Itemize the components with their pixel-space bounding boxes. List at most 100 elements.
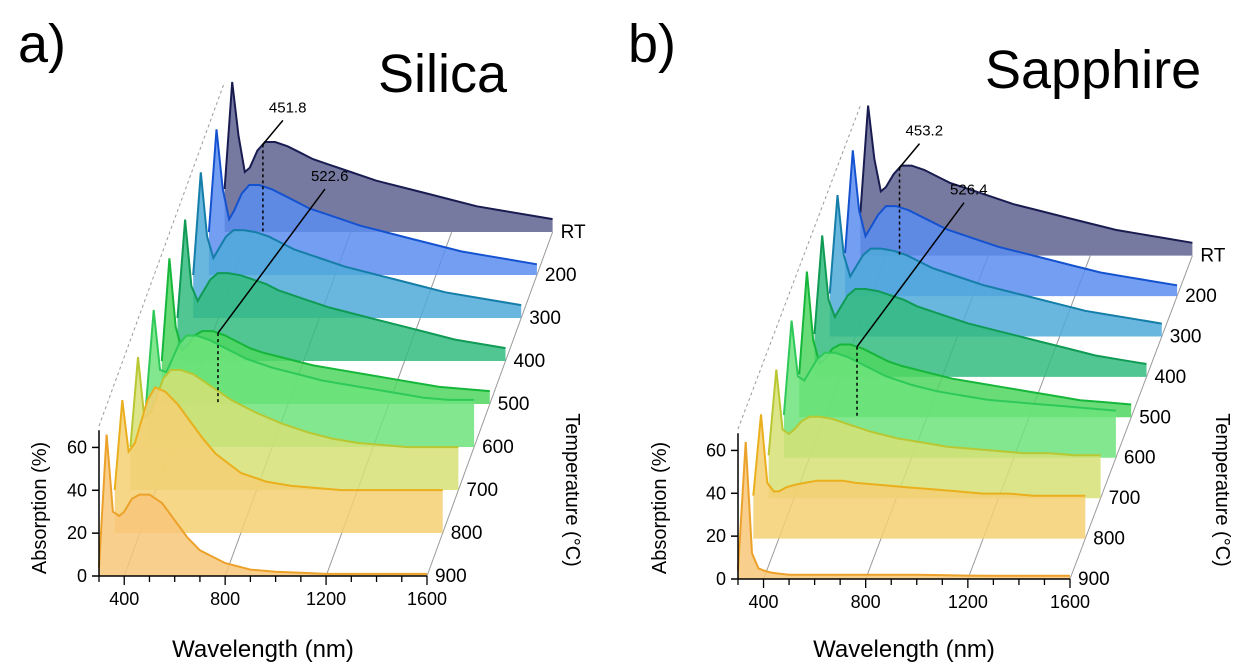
panel-label: b) bbox=[628, 14, 676, 74]
z-axis-label: Temperature (°C) bbox=[1211, 413, 1233, 567]
y-tick-label: 0 bbox=[77, 566, 87, 586]
panel-label: a) bbox=[18, 14, 66, 74]
series-area bbox=[208, 129, 537, 275]
series-line bbox=[113, 386, 443, 492]
temperature-label: 900 bbox=[1078, 569, 1110, 590]
y-tick-label: 20 bbox=[67, 523, 87, 543]
series-area bbox=[224, 82, 553, 232]
series-area bbox=[814, 235, 1147, 377]
series-400: 400 bbox=[813, 235, 1187, 388]
series-RT: RT bbox=[223, 81, 586, 243]
series-400: 400 bbox=[176, 219, 546, 372]
depth-edge bbox=[98, 81, 226, 427]
series-area bbox=[860, 105, 1193, 256]
series-700: 700 bbox=[767, 369, 1141, 509]
series-line bbox=[767, 369, 1101, 457]
y-tick-label: 60 bbox=[67, 437, 87, 457]
temperature-label: 500 bbox=[1139, 407, 1171, 428]
series-200: 200 bbox=[207, 129, 577, 286]
y-axis-label: Absorption (%) bbox=[649, 442, 671, 574]
peak-annotation: 522.6 bbox=[217, 168, 349, 404]
series-line bbox=[844, 150, 1178, 287]
temperature-label: 400 bbox=[514, 351, 546, 372]
y-tick-label: 40 bbox=[67, 480, 87, 500]
temperature-label: 900 bbox=[435, 566, 467, 587]
panel-title: Sapphire bbox=[985, 40, 1201, 100]
series-line bbox=[828, 194, 1162, 325]
annotation-label: 522.6 bbox=[311, 168, 349, 185]
temperature-label: RT bbox=[561, 222, 586, 243]
series-area bbox=[768, 369, 1101, 499]
leader-line bbox=[262, 119, 284, 145]
peak-annotation: 453.2 bbox=[898, 123, 944, 256]
temperature-label: 700 bbox=[466, 480, 498, 501]
series-800: 800 bbox=[752, 414, 1125, 550]
series-600: 600 bbox=[782, 320, 1156, 469]
temperature-label: 600 bbox=[1124, 448, 1156, 469]
series-area bbox=[193, 172, 522, 318]
x-tick-label: 800 bbox=[210, 589, 240, 609]
y-tick-label: 20 bbox=[706, 526, 726, 546]
series-area bbox=[753, 414, 1086, 539]
series-800: 800 bbox=[113, 386, 483, 544]
series-line bbox=[98, 434, 427, 575]
temperature-label: 200 bbox=[545, 265, 577, 286]
panel-title: Silica bbox=[378, 44, 508, 104]
y-axis-label: Absorption (%) bbox=[29, 442, 51, 574]
x-tick-label: 1200 bbox=[948, 592, 988, 612]
series-900: 900 bbox=[98, 434, 467, 587]
series-300: 300 bbox=[828, 194, 1202, 347]
axes: 0 20 40 60 400 800 1200 1600 bbox=[67, 430, 447, 609]
temperature-label: RT bbox=[1200, 246, 1225, 267]
x-tick-label: 1600 bbox=[407, 589, 447, 609]
temperature-label: 300 bbox=[1170, 326, 1202, 347]
temperature-label: 300 bbox=[529, 308, 561, 329]
x-tick-label: 400 bbox=[109, 589, 139, 609]
leader-line bbox=[898, 143, 921, 169]
series-area bbox=[829, 195, 1162, 337]
series-200: 200 bbox=[844, 150, 1217, 307]
x-axis-label: Wavelength (nm) bbox=[813, 636, 995, 663]
y-tick-label: 60 bbox=[706, 440, 726, 460]
temperature-label: 700 bbox=[1109, 488, 1141, 509]
series-line bbox=[813, 235, 1147, 365]
series-area bbox=[114, 387, 443, 533]
x-tick-label: 400 bbox=[749, 592, 779, 612]
panel-silica: a) Silica Absorption (%) Wavelength (nm)… bbox=[18, 14, 586, 663]
temperature-label: 500 bbox=[498, 394, 530, 415]
series-900: 900 bbox=[737, 441, 1110, 590]
peak-annotation: 451.8 bbox=[262, 99, 306, 232]
series-line bbox=[752, 414, 1086, 497]
series-line bbox=[859, 105, 1193, 244]
series-line bbox=[207, 129, 538, 266]
series-300: 300 bbox=[192, 172, 561, 329]
series-area bbox=[99, 434, 427, 576]
x-tick-label: 800 bbox=[851, 592, 881, 612]
series-line bbox=[223, 81, 553, 221]
peak-annotation: 526.4 bbox=[856, 182, 988, 418]
z-axis-label: Temperature (°C) bbox=[561, 413, 583, 567]
depth-edge bbox=[737, 105, 861, 430]
annotation-label: 453.2 bbox=[906, 123, 944, 140]
leader-line bbox=[856, 202, 965, 348]
temperature-label: 800 bbox=[451, 523, 483, 544]
series-area bbox=[783, 320, 1116, 458]
series-line bbox=[145, 309, 475, 405]
y-tick-label: 0 bbox=[716, 569, 726, 589]
annotation-label: 526.4 bbox=[950, 182, 988, 199]
series-area bbox=[845, 150, 1178, 297]
panel-sapphire: b) Sapphire Absorption (%) Wavelength (n… bbox=[628, 14, 1233, 663]
series-area bbox=[177, 219, 506, 361]
temperature-label: 800 bbox=[1093, 529, 1125, 550]
series-line bbox=[176, 219, 506, 350]
plot-layer: RT 200 300 400 500 600 700 800 900 453.2 526.4 0 20 4… bbox=[706, 105, 1226, 612]
temperature-label: 400 bbox=[1155, 367, 1187, 388]
series-line bbox=[192, 172, 522, 307]
leader-line bbox=[217, 188, 326, 334]
y-tick-label: 40 bbox=[706, 483, 726, 503]
x-tick-label: 1200 bbox=[306, 589, 346, 609]
temperature-label: 600 bbox=[482, 437, 514, 458]
x-tick-label: 1600 bbox=[1050, 592, 1090, 612]
axes: 0 20 40 60 400 800 1200 1600 bbox=[706, 433, 1090, 612]
